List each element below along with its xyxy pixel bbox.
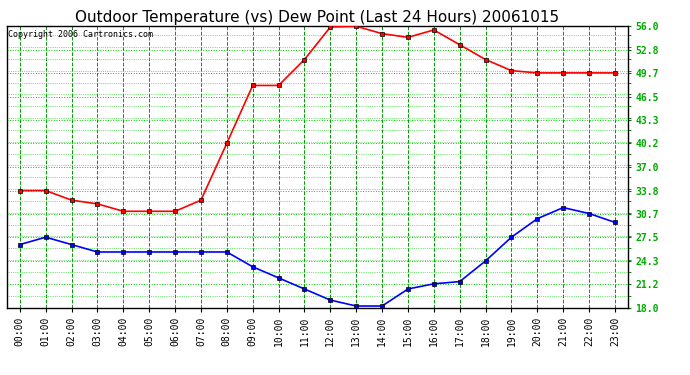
Title: Outdoor Temperature (vs) Dew Point (Last 24 Hours) 20061015: Outdoor Temperature (vs) Dew Point (Last… — [75, 10, 560, 25]
Text: Copyright 2006 Cartronics.com: Copyright 2006 Cartronics.com — [8, 30, 153, 39]
